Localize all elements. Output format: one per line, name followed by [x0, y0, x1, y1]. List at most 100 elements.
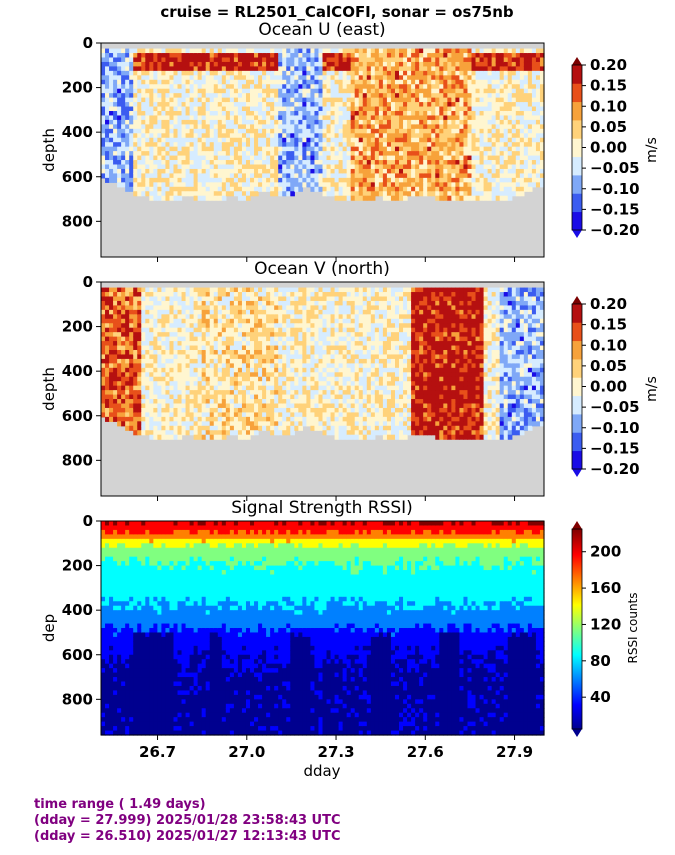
heat-cell: [258, 151, 263, 157]
heat-cell: [221, 106, 227, 112]
heat-cell: [419, 84, 424, 90]
heat-cell: [169, 142, 175, 148]
heat-cell: [306, 66, 312, 72]
heat-cell: [286, 48, 291, 54]
heat-cell: [435, 155, 440, 161]
heat-cell: [229, 119, 235, 125]
heat-cell: [310, 146, 316, 152]
heat-cell: [366, 146, 372, 152]
heat-cell: [181, 399, 187, 405]
heat-cell: [254, 318, 259, 324]
heat-cell: [262, 168, 267, 175]
heat-cell: [197, 341, 203, 347]
heat-cell: [225, 88, 231, 94]
heat-cell: [503, 84, 509, 90]
heat-cell: [258, 309, 263, 315]
heat-cell: [519, 93, 525, 99]
heat-cell: [145, 84, 150, 90]
heat-cell: [326, 142, 332, 148]
heat-cell: [217, 412, 223, 418]
heat-cell: [407, 93, 412, 99]
heat-cell: [459, 191, 465, 197]
heat-cell: [451, 195, 456, 201]
heat-cell: [165, 430, 171, 436]
heat-cell: [201, 341, 207, 347]
heat-cell: [221, 173, 227, 179]
heat-cell: [399, 106, 404, 112]
heat-cell: [141, 354, 146, 360]
heat-cell: [487, 177, 493, 183]
heat-cell: [205, 425, 211, 431]
heat-cell: [362, 133, 368, 139]
heat-cell: [415, 48, 420, 54]
heat-cell: [258, 164, 263, 170]
heat-cell: [101, 70, 106, 76]
heat-cell: [141, 128, 146, 134]
heat-cell: [209, 164, 215, 170]
heat-cell: [507, 164, 513, 170]
heat-cell: [209, 372, 215, 378]
heat-cell: [278, 164, 283, 170]
heat-cell: [370, 48, 376, 54]
heat-cell: [145, 341, 150, 347]
heat-cell: [245, 93, 251, 99]
heat-cell: [129, 327, 134, 333]
heat-cell: [137, 403, 142, 409]
heat-cell: [153, 403, 158, 409]
heat-cell: [467, 177, 473, 183]
heat-cell: [455, 164, 461, 170]
heat-cell: [245, 349, 251, 356]
heat-cell: [407, 168, 412, 175]
heat-cell: [185, 164, 191, 170]
heat-cell: [229, 372, 235, 378]
heat-cell: [197, 75, 203, 81]
heat-cell: [423, 186, 428, 192]
heat-cell: [245, 66, 251, 72]
heat-cell: [262, 151, 267, 157]
heat-cell: [161, 372, 167, 378]
heat-cell: [451, 186, 456, 192]
heat-cell: [503, 191, 509, 197]
heat-cell: [217, 390, 223, 396]
heat-cell: [415, 155, 420, 161]
heat-cell: [407, 128, 412, 134]
heat-cell: [302, 75, 307, 81]
heat-cell: [161, 394, 167, 400]
heat-cell: [133, 305, 138, 311]
heat-cell: [157, 93, 163, 99]
heat-cell: [173, 88, 179, 94]
heat-cell: [225, 70, 231, 76]
heat-cell: [362, 115, 368, 121]
heat-cell: [294, 70, 299, 76]
heat-cell: [354, 177, 360, 183]
heat-cell: [221, 372, 227, 378]
heat-cell: [241, 57, 247, 63]
heat-cell: [241, 155, 247, 161]
heat-cell: [451, 115, 456, 121]
heat-cell: [109, 128, 114, 134]
heat-cell: [262, 137, 267, 143]
heat-cell: [237, 305, 243, 311]
heat-cell: [250, 93, 255, 99]
heat-cell: [169, 416, 175, 422]
colorbar-tick-label: 0.05: [590, 118, 627, 136]
heat-cell: [390, 186, 396, 192]
heat-cell: [463, 142, 469, 148]
heat-cell: [233, 115, 239, 121]
heat-cell: [165, 292, 171, 298]
heat-cell: [185, 133, 191, 139]
heat-cell: [189, 394, 195, 400]
heat-cell: [338, 48, 344, 54]
heat-cell: [342, 182, 348, 188]
heat-cell: [427, 79, 432, 85]
heat-cell: [137, 345, 142, 351]
heat-cell: [189, 75, 195, 81]
heat-cell: [109, 53, 114, 59]
heat-cell: [101, 155, 106, 161]
heat-cell: [105, 137, 110, 143]
heat-cell: [109, 115, 114, 121]
heat-cell: [330, 173, 336, 179]
heat-cell: [225, 296, 231, 302]
heat-cell: [105, 403, 110, 409]
heat-cell: [233, 84, 239, 90]
